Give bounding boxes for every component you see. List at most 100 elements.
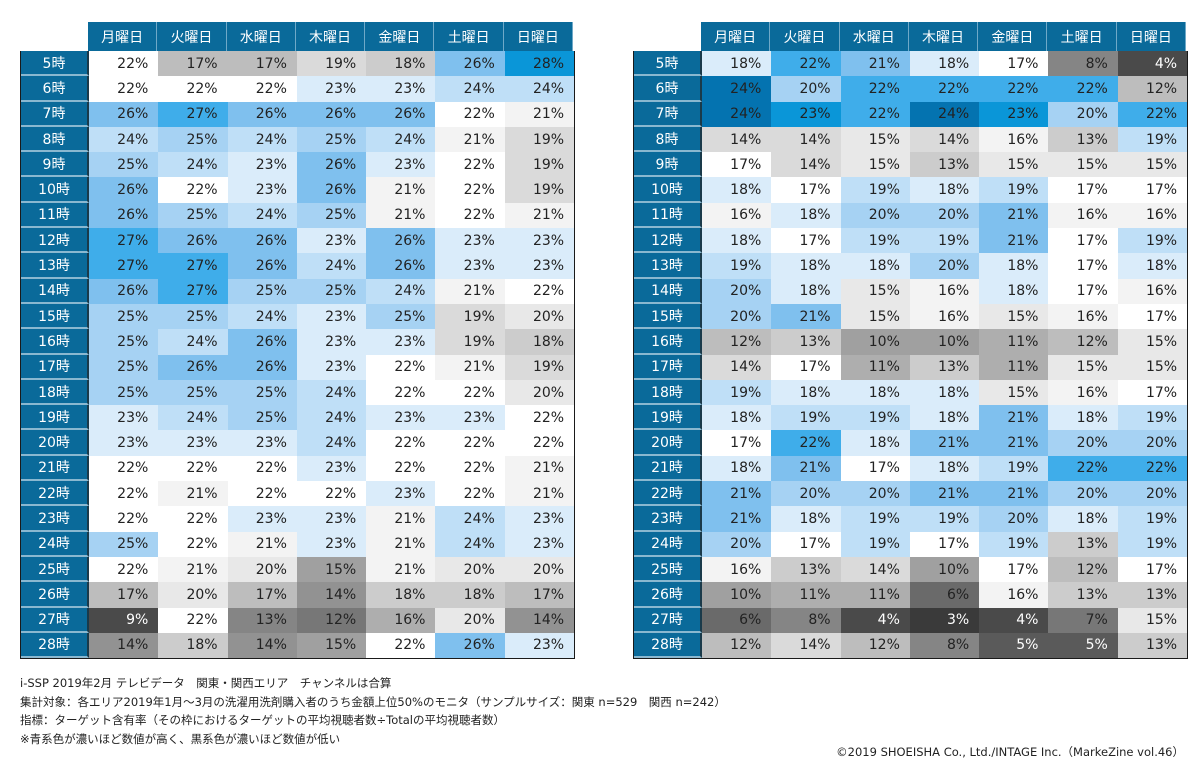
heatmap-cell: 28% — [504, 51, 575, 77]
row-header: 28時 — [634, 632, 702, 659]
row-header: 17時 — [634, 354, 702, 380]
heatmap-cell: 27% — [158, 253, 228, 279]
heatmap-cell: 19% — [1117, 531, 1188, 557]
column-header: 水曜日 — [226, 22, 296, 51]
heatmap-cell: 21% — [504, 202, 575, 229]
heatmap-cell: 23% — [504, 632, 575, 659]
heatmap-cell: 17% — [1048, 278, 1118, 304]
heatmap-cell: 23% — [89, 430, 159, 456]
heatmap-cell: 15% — [1117, 607, 1188, 633]
column-header: 火曜日 — [770, 22, 840, 51]
heatmap-cell: 22% — [158, 531, 228, 557]
heatmap-cell: 16% — [702, 556, 772, 583]
row-header: 18時 — [634, 379, 702, 406]
heatmap-cell: 26% — [158, 354, 228, 380]
heatmap-cell: 18% — [840, 379, 910, 406]
row-header: 7時 — [21, 101, 89, 127]
heatmap-cell: 22% — [366, 430, 436, 456]
heatmap-cell: 19% — [840, 531, 910, 557]
heatmap-cell: 19% — [504, 177, 575, 203]
heatmap-cell: 15% — [1117, 354, 1188, 380]
heatmap-cell: 21% — [435, 354, 505, 380]
heatmap-cell: 20% — [909, 202, 980, 229]
heatmap-cell: 21% — [979, 481, 1049, 507]
heatmap-cell: 21% — [366, 202, 436, 229]
heatmap-cell: 25% — [89, 303, 159, 330]
heatmap-cell: 20% — [435, 556, 505, 583]
heatmap-cell: 26% — [158, 228, 228, 254]
heatmap-cell: 16% — [1048, 202, 1118, 229]
heatmap-cell: 18% — [840, 253, 910, 279]
heatmap-cell: 18% — [909, 51, 980, 77]
heatmap-cell: 14% — [89, 632, 159, 659]
heatmap-cell: 12% — [702, 632, 772, 659]
heatmap-cell: 21% — [227, 531, 297, 557]
heatmap-cell: 17% — [771, 177, 841, 203]
heatmap-cell: 22% — [89, 76, 159, 102]
heatmap-cell: 19% — [1117, 405, 1188, 431]
heatmap-cell: 20% — [227, 556, 297, 583]
heatmap-cell: 24% — [158, 329, 228, 355]
heatmap-cell: 20% — [909, 253, 980, 279]
heatmap-cell: 24% — [366, 278, 436, 304]
heatmap-cell: 17% — [1117, 379, 1188, 406]
heatmap-cell: 4% — [1117, 51, 1188, 77]
heatmap-cell: 13% — [1048, 126, 1118, 153]
heatmap-cell: 20% — [771, 481, 841, 507]
heatmap-cell: 14% — [504, 607, 575, 633]
heatmap-cell: 23% — [296, 76, 367, 102]
row-header: 28時 — [21, 632, 89, 659]
row-header: 23時 — [634, 506, 702, 532]
heatmap-cell: 18% — [909, 405, 980, 431]
heatmap-cell: 18% — [435, 582, 505, 608]
heatmap-cell: 22% — [366, 354, 436, 380]
heatmap-cell: 25% — [227, 405, 297, 431]
row-header: 12時 — [634, 228, 702, 254]
heatmap-cell: 24% — [227, 126, 297, 153]
heatmap-cell: 12% — [1117, 76, 1188, 102]
heatmap-cell: 24% — [702, 76, 772, 102]
heatmap-cell: 18% — [979, 253, 1049, 279]
heatmap-cell: 17% — [504, 582, 575, 608]
heatmap-cell: 15% — [979, 152, 1049, 178]
heatmap-cell: 25% — [296, 278, 367, 304]
heatmap-cell: 22% — [771, 51, 841, 77]
heatmap-cell: 23% — [979, 101, 1049, 127]
row-header: 7時 — [634, 101, 702, 127]
heatmap-cell: 22% — [504, 405, 575, 431]
heatmap-cell: 20% — [840, 202, 910, 229]
row-header: 25時 — [21, 556, 89, 583]
heatmap-cell: 17% — [1117, 303, 1188, 330]
heatmap-cell: 23% — [296, 455, 367, 482]
heatmap-cell: 18% — [1117, 253, 1188, 279]
heatmap-cell: 21% — [158, 556, 228, 583]
heatmap-cell: 27% — [89, 228, 159, 254]
heatmap-cell: 15% — [1048, 354, 1118, 380]
heatmap-cell: 19% — [1117, 228, 1188, 254]
heatmap-cell: 18% — [702, 455, 772, 482]
heatmap-cell: 22% — [1117, 455, 1188, 482]
heatmap-cell: 22% — [366, 379, 436, 406]
heatmap-cell: 20% — [1048, 430, 1118, 456]
heatmap-cell: 22% — [909, 76, 980, 102]
heatmap-cell: 8% — [909, 632, 980, 659]
heatmap-cell: 19% — [840, 405, 910, 431]
heatmap-cell: 17% — [1048, 253, 1118, 279]
heatmap-cell: 17% — [227, 51, 297, 77]
heatmap-cell: 18% — [702, 228, 772, 254]
heatmap-cell: 24% — [435, 531, 505, 557]
heatmap-cell: 22% — [435, 152, 505, 178]
heatmap-cell: 21% — [158, 481, 228, 507]
heatmap-cell: 17% — [771, 354, 841, 380]
heatmap-cell: 23% — [366, 329, 436, 355]
heatmap-cell: 15% — [979, 303, 1049, 330]
heatmap-cell: 22% — [435, 455, 505, 482]
row-header: 13時 — [634, 253, 702, 279]
heatmap-cell: 8% — [771, 607, 841, 633]
row-header: 15時 — [21, 303, 89, 330]
heatmap-cell: 12% — [296, 607, 367, 633]
row-header: 9時 — [21, 152, 89, 178]
note-metric: 指標：ターゲット含有率（その枠におけるターゲットの平均視聴者数÷Totalの平均… — [20, 713, 505, 727]
row-header: 6時 — [21, 76, 89, 102]
row-header: 14時 — [21, 278, 89, 304]
